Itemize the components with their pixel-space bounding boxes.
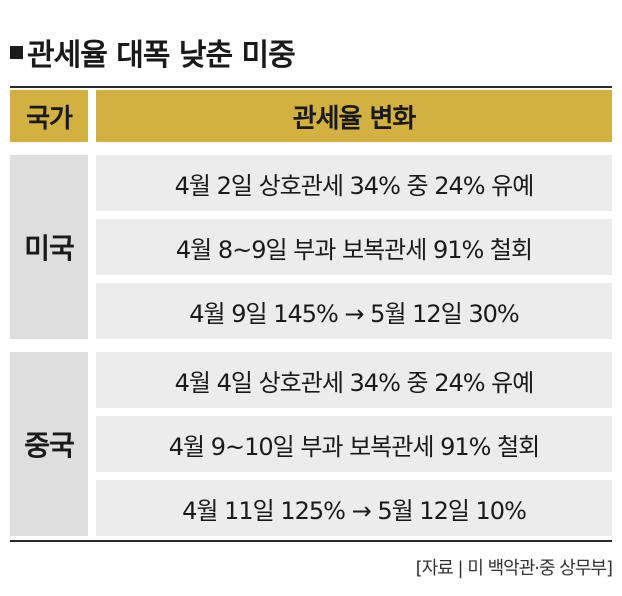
table-top-rule <box>10 86 612 88</box>
table-bottom-rule <box>10 540 612 542</box>
header-country: 국가 <box>10 90 88 142</box>
header-tariff-change: 관세율 변화 <box>96 90 612 142</box>
table-row: 4월 8~9일 부과 보복관세 91% 철회 <box>96 219 612 275</box>
table-row: 4월 2일 상호관세 34% 중 24% 유예 <box>96 155 612 211</box>
table-row: 4월 9일 145% → 5월 12일 30% <box>96 283 612 339</box>
source-credit: [자료 | 미 백악관·중 상무부] <box>415 558 613 579</box>
title-text: 관세율 대폭 낮춘 미중 <box>27 38 296 73</box>
table-row: 4월 9~10일 부과 보복관세 91% 철회 <box>96 416 612 472</box>
country-cell-china: 중국 <box>10 352 88 536</box>
table-row: 4월 11일 125% → 5월 12일 10% <box>96 480 612 536</box>
country-cell-us: 미국 <box>10 155 88 339</box>
square-bullet-icon <box>10 45 23 59</box>
table-row: 4월 4일 상호관세 34% 중 24% 유예 <box>96 352 612 408</box>
page-title: 관세율 대폭 낮춘 미중 <box>10 30 296 74</box>
